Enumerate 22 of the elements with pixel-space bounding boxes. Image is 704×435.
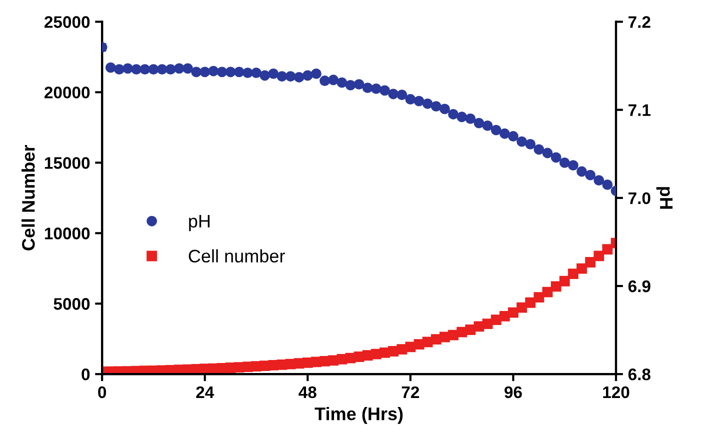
y-tick-label: 25000: [44, 16, 90, 28]
x-tick-label: 0: [98, 386, 106, 398]
y-tick-label: 10000: [44, 228, 90, 240]
x-tick-label: 72: [402, 386, 420, 398]
x-tick-label: 48: [298, 386, 316, 398]
y2-tick-label: 7.2: [628, 16, 650, 28]
legend-label: pH: [189, 215, 210, 232]
legend-label: Cell number: [188, 249, 285, 262]
x-tick-label: 120: [603, 386, 630, 398]
x-axis-title: Time (Hrs): [314, 407, 403, 424]
x-tick-label: 96: [504, 386, 522, 398]
y2-axis-title: pH: [656, 187, 673, 209]
y-tick-label: 15000: [44, 157, 90, 169]
y-tick-label: 20000: [44, 86, 90, 98]
y2-tick-label: 6.9: [628, 280, 650, 292]
y-axis-title: Cell Number: [22, 145, 35, 250]
y-tick-label: 0: [82, 368, 90, 380]
y2-tick-label: 7.0: [628, 192, 650, 204]
y2-tick-label: 6.8: [628, 368, 650, 380]
y2-tick-label: 7.1: [628, 104, 651, 116]
x-tick-label: 24: [196, 386, 214, 398]
y-tick-label: 5000: [54, 298, 90, 310]
